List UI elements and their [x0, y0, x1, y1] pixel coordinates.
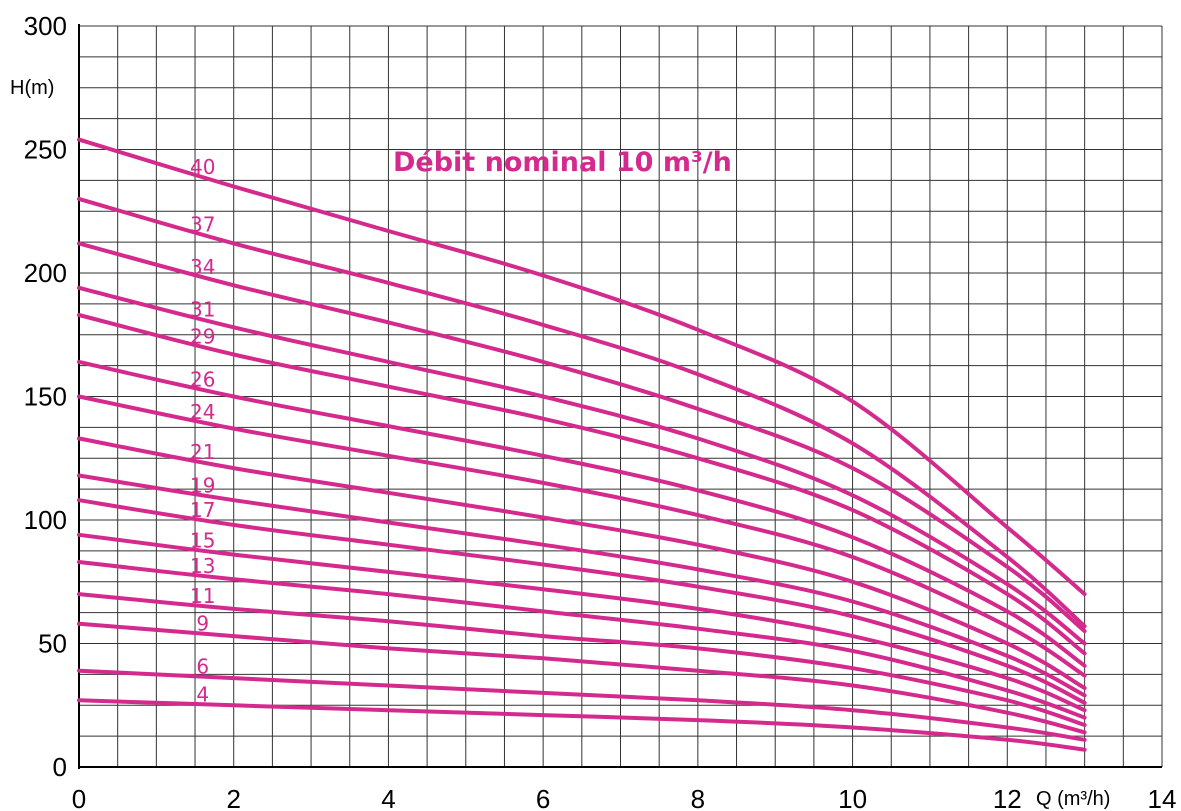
series-line-34 — [77, 241, 1087, 634]
series-label-15: 15 — [190, 529, 215, 553]
series-label-11: 11 — [190, 584, 215, 608]
series-label-29: 29 — [190, 325, 215, 349]
series-line-31 — [77, 285, 1087, 646]
x-tick-label: 14 — [1148, 784, 1177, 811]
chart-title: Débit nominal 10 m³/h — [393, 147, 732, 178]
series-label-6: 6 — [196, 655, 209, 679]
x-tick-label: 8 — [691, 784, 705, 811]
y-tick-label: 200 — [24, 258, 67, 288]
y-tick-label: 50 — [38, 629, 67, 659]
x-tick-label: 10 — [838, 784, 867, 811]
series-line-40 — [77, 137, 1087, 597]
series-label-17: 17 — [190, 498, 215, 522]
series-label-9: 9 — [196, 612, 209, 636]
series-line-24 — [77, 394, 1087, 678]
series-line-29 — [77, 313, 1087, 656]
series-label-26: 26 — [190, 368, 215, 392]
y-tick-label: 0 — [53, 752, 67, 782]
x-tick-label: 4 — [381, 784, 395, 811]
series-line-37 — [77, 196, 1087, 629]
x-axis-label: Q (m³/h) — [1036, 788, 1110, 810]
series-line-6 — [77, 668, 1087, 742]
y-tick-label: 250 — [24, 135, 67, 165]
series-label-4: 4 — [196, 682, 209, 706]
x-tick-label: 2 — [226, 784, 240, 811]
y-axis-label: H(m) — [10, 77, 54, 99]
series-line-4 — [77, 698, 1087, 752]
y-tick-label: 100 — [24, 505, 67, 535]
series-line-13 — [77, 560, 1087, 720]
series-label-24: 24 — [190, 400, 215, 424]
series-line-15 — [77, 532, 1087, 713]
x-tick-label: 0 — [72, 784, 86, 811]
series-line-26 — [77, 359, 1087, 668]
series-label-13: 13 — [190, 554, 215, 578]
series-label-31: 31 — [190, 297, 215, 321]
x-tick-label: 12 — [993, 784, 1022, 811]
series-label-34: 34 — [190, 255, 215, 279]
series-line-9 — [77, 621, 1087, 735]
y-tick-label: 150 — [24, 382, 67, 412]
series-label-19: 19 — [190, 473, 215, 497]
series-label-37: 37 — [190, 212, 215, 236]
series-label-40: 40 — [190, 155, 215, 179]
series-line-17 — [77, 498, 1087, 705]
y-tick-label: 300 — [24, 11, 67, 41]
series-line-21 — [77, 436, 1087, 690]
series-line-19 — [77, 473, 1087, 698]
series-line-11 — [77, 592, 1087, 727]
x-tick-label: 6 — [536, 784, 550, 811]
series-label-21: 21 — [190, 440, 215, 464]
